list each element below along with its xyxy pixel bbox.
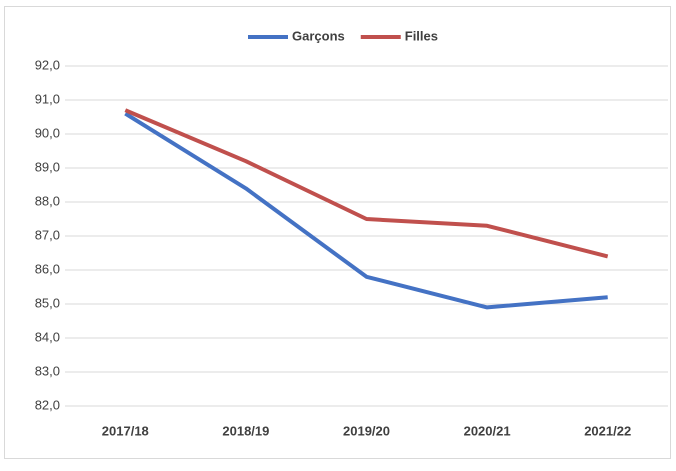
y-tick-label: 88,0 — [35, 193, 60, 208]
y-tick-label: 86,0 — [35, 261, 60, 276]
y-tick-label: 92,0 — [35, 57, 60, 72]
y-tick-label: 87,0 — [35, 227, 60, 242]
x-tick-label: 2020/21 — [464, 423, 511, 438]
x-tick-label: 2019/20 — [343, 423, 390, 438]
y-tick-label: 82,0 — [35, 397, 60, 412]
y-tick-label: 84,0 — [35, 329, 60, 344]
y-tick-label: 89,0 — [35, 159, 60, 174]
x-tick-label: 2018/19 — [222, 423, 269, 438]
legend-label: Garçons — [292, 28, 345, 43]
x-tick-label: 2021/22 — [584, 423, 631, 438]
x-tick-label: 2017/18 — [102, 423, 149, 438]
chart-border — [4, 6, 671, 459]
series-line — [124, 111, 608, 310]
y-tick-label: 91,0 — [35, 91, 60, 106]
y-tick-label: 85,0 — [35, 295, 60, 310]
series-line — [124, 108, 609, 259]
legend-label: Filles — [405, 28, 438, 43]
y-tick-label: 90,0 — [35, 125, 60, 140]
y-tick-label: 83,0 — [35, 363, 60, 378]
